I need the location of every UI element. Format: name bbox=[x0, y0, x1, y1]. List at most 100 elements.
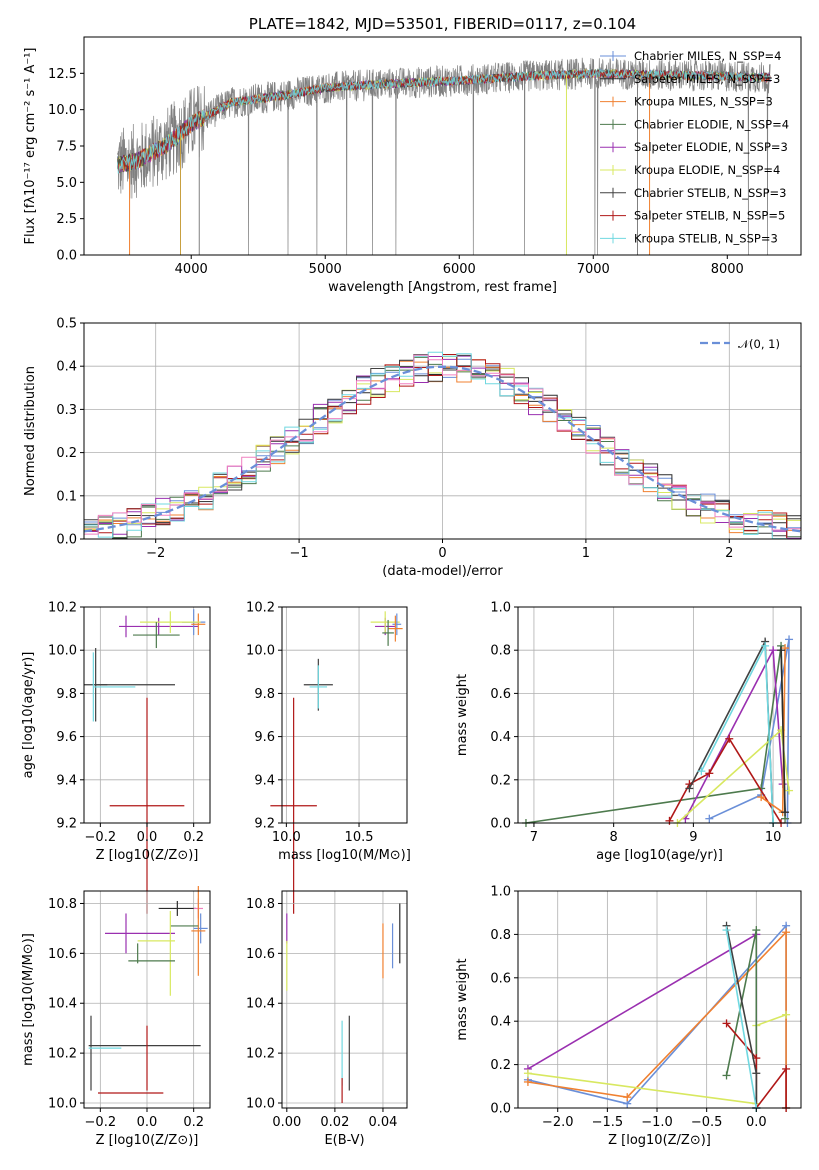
observed-spectrum bbox=[117, 57, 771, 255]
y-tick-label: 10.0 bbox=[246, 644, 275, 659]
panel-1: Chabrier MILES, N_SSP=4 Salpeter MILES, N… bbox=[23, 36, 802, 295]
x-tick-label: 0 bbox=[438, 546, 446, 561]
y-axis-label: age [log10(age/yr)] bbox=[21, 652, 36, 779]
y-tick-label: 10.2 bbox=[246, 1047, 275, 1062]
x-tick-label: 2 bbox=[725, 546, 733, 561]
x-tick-label: −2 bbox=[146, 546, 165, 561]
axes-frame bbox=[281, 890, 408, 1109]
axes-frame bbox=[517, 606, 802, 824]
y-tick-label: 9.6 bbox=[254, 730, 275, 745]
y-tick-label: 9.6 bbox=[56, 730, 77, 745]
x-tick-label: 0.0 bbox=[137, 830, 158, 845]
x-axis-label: Z [log10(Z/Z⊙)] bbox=[96, 1133, 199, 1148]
y-tick-label: 0.0 bbox=[56, 533, 77, 548]
y-tick-label: 10.8 bbox=[246, 897, 275, 912]
y-tick-label: 0.8 bbox=[490, 644, 511, 659]
histogram-series bbox=[84, 351, 801, 540]
x-tick-label: 9 bbox=[689, 830, 697, 845]
y-tick-label: 1.0 bbox=[490, 601, 511, 616]
y-tick-label: 9.4 bbox=[56, 773, 77, 788]
y-tick-label: 10.0 bbox=[246, 1097, 275, 1112]
y-tick-label: 0.8 bbox=[490, 928, 511, 943]
legend-entry: Salpeter MILES, N_SSP=3 bbox=[634, 72, 780, 86]
panel-4: 10.0 10.5 9.2 9.4 9.6 9.8 10.0 10.2 mass [log10(… bbox=[246, 601, 411, 914]
x-tick-label: 7000 bbox=[577, 262, 610, 277]
mass-weight-line bbox=[780, 650, 786, 813]
errorbar-point bbox=[392, 613, 402, 636]
legend-entry: 𝒩(0, 1) bbox=[738, 337, 780, 351]
y-tick-label: 5.0 bbox=[56, 176, 77, 191]
y-tick-label: 0.2 bbox=[56, 446, 77, 461]
panel-7: 0.00 0.02 0.04 10.0 10.2 10.4 10.6 10.8 E(B-V) bbox=[246, 890, 408, 1148]
y-tick-label: 0.2 bbox=[490, 1058, 511, 1073]
y-tick-label: 10.2 bbox=[48, 1047, 77, 1062]
x-tick-label: −1 bbox=[290, 546, 309, 561]
errorbar-point bbox=[191, 886, 206, 976]
y-tick-label: 0.6 bbox=[490, 687, 511, 702]
legend-entry: Chabrier ELODIE, N_SSP=4 bbox=[634, 117, 789, 131]
y-tick-label: 1.0 bbox=[490, 885, 511, 900]
y-tick-label: 9.2 bbox=[254, 817, 275, 832]
y-axis-label: Normed distribution bbox=[23, 366, 38, 496]
gaussian-curve bbox=[83, 365, 802, 533]
y-tick-label: 0.5 bbox=[56, 317, 77, 332]
legend-entry: Salpeter STELIB, N_SSP=5 bbox=[634, 209, 785, 223]
x-tick-label: −0.2 bbox=[85, 1115, 117, 1130]
legend-entry: Chabrier STELIB, N_SSP=3 bbox=[634, 186, 786, 200]
x-axis-label: Z [log10(Z/Z⊙)] bbox=[608, 1133, 711, 1148]
y-tick-label: 0.4 bbox=[490, 1015, 511, 1030]
panel-5: 7 8 9 10 0.0 0.2 0.4 0.6 0.8 1.0 age [log10(age/yr… bbox=[455, 601, 802, 863]
y-tick-label: 10.0 bbox=[48, 1097, 77, 1112]
y-axis-label: Flux [fλ10⁻¹⁷ erg cm⁻² s⁻¹ A⁻¹] bbox=[23, 48, 38, 245]
y-tick-label: 9.8 bbox=[254, 687, 275, 702]
y-tick-label: 2.5 bbox=[56, 212, 77, 227]
panel-3: −0.2 0.0 0.2 9.2 9.4 9.6 9.8 10.0 10.2 Z [log10(Z… bbox=[21, 601, 211, 914]
y-tick-label: 10.4 bbox=[48, 997, 77, 1012]
x-tick-label: 10.0 bbox=[272, 830, 301, 845]
y-axis-label: mass [log10(M/M⊙)] bbox=[21, 933, 36, 1066]
x-tick-label: −1.0 bbox=[641, 1115, 673, 1130]
x-tick-label: 8 bbox=[610, 830, 618, 845]
x-tick-label: 6000 bbox=[443, 262, 476, 277]
y-tick-label: 0.1 bbox=[56, 489, 77, 504]
x-tick-label: −0.2 bbox=[85, 830, 117, 845]
x-tick-label: 0.0 bbox=[746, 1115, 767, 1130]
panel-6: −0.2 0.0 0.2 10.0 10.2 10.4 10.6 10.8 Z [log10(Z… bbox=[21, 886, 211, 1148]
x-tick-label: 8000 bbox=[711, 262, 744, 277]
y-tick-label: 9.2 bbox=[56, 817, 77, 832]
x-tick-label: 0.0 bbox=[137, 1115, 158, 1130]
mass-weight-line bbox=[525, 645, 786, 824]
y-tick-label: 10.8 bbox=[48, 897, 77, 912]
x-tick-label: 10 bbox=[765, 830, 782, 845]
x-tick-label: 0.04 bbox=[368, 1115, 397, 1130]
y-tick-label: 0.4 bbox=[490, 730, 511, 745]
x-tick-label: 4000 bbox=[175, 262, 208, 277]
axes-frame bbox=[281, 606, 408, 824]
errorbar-point bbox=[193, 913, 208, 944]
legend-entry: Kroupa MILES, N_SSP=3 bbox=[634, 95, 773, 109]
model-series-line bbox=[117, 68, 771, 172]
y-tick-label: 0.0 bbox=[490, 1102, 511, 1117]
y-tick-label: 12.5 bbox=[48, 67, 77, 82]
errorbar-point bbox=[133, 622, 180, 649]
errorbar-point bbox=[158, 900, 196, 916]
x-tick-label: 0.00 bbox=[272, 1115, 301, 1130]
y-tick-label: 7.5 bbox=[56, 140, 77, 155]
y-tick-label: 9.4 bbox=[254, 773, 275, 788]
errorbar-point bbox=[119, 617, 199, 636]
chart-title: PLATE=1842, MJD=53501, FIBERID=0117, z=0… bbox=[249, 15, 636, 33]
y-tick-label: 9.8 bbox=[56, 687, 77, 702]
errorbar-point bbox=[388, 615, 403, 642]
errorbar-point bbox=[270, 697, 317, 914]
legend-entry: Kroupa ELODIE, N_SSP=4 bbox=[634, 163, 780, 177]
legend-entry: Chabrier MILES, N_SSP=4 bbox=[634, 49, 781, 63]
x-tick-label: −2.0 bbox=[542, 1115, 574, 1130]
y-tick-label: 0.4 bbox=[56, 360, 77, 375]
errorbar-point bbox=[382, 619, 394, 646]
y-tick-label: 10.4 bbox=[246, 997, 275, 1012]
x-tick-label: 0.2 bbox=[183, 830, 204, 845]
y-tick-label: 0.2 bbox=[490, 773, 511, 788]
x-axis-label: E(B-V) bbox=[324, 1133, 364, 1148]
mass-weight-line bbox=[708, 639, 790, 824]
